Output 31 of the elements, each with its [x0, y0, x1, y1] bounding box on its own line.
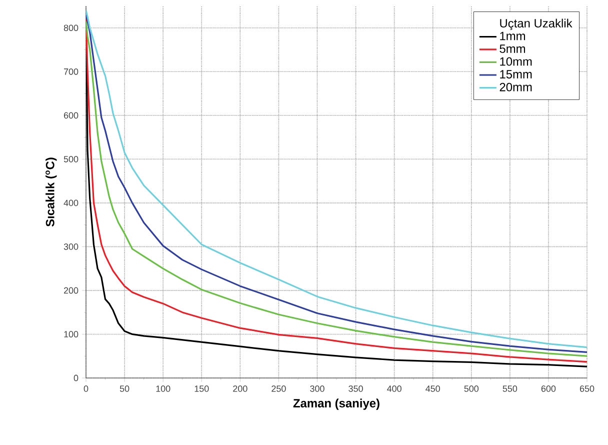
x-axis-title: Zaman (saniye): [293, 398, 380, 410]
y-tick-label: 600: [64, 112, 78, 119]
x-tick-label: 100: [156, 385, 170, 392]
x-tick-label: 200: [233, 385, 248, 392]
y-tick-label: 100: [64, 331, 78, 338]
y-tick-label: 0: [74, 374, 78, 382]
x-tick-label: 300: [310, 385, 324, 392]
legend-label: 1mm: [500, 32, 526, 40]
y-tick-label: 500: [64, 156, 78, 162]
x-tick-label: 450: [426, 385, 440, 392]
x-tick-label: 650: [580, 385, 594, 392]
y-axis-title: Sıcaklık ($^{o}$C): [46, 158, 57, 227]
x-tick-label: 250: [272, 385, 286, 392]
x-tick-label: 500: [464, 385, 479, 392]
y-tick-label: 200: [64, 287, 78, 294]
y-tick-label: 700: [64, 68, 78, 75]
x-tick-label: 50: [120, 385, 130, 392]
x-tick-label: 150: [194, 385, 209, 392]
legend-label: 15mm: [500, 70, 532, 78]
y-tick-label: 400: [64, 200, 78, 206]
legend-label: 20mm: [500, 82, 532, 92]
legend-label: 10mm: [500, 57, 532, 66]
y-tick-label: 800: [64, 24, 78, 32]
x-tick-label: 400: [387, 385, 402, 392]
x-tick-label: 550: [502, 385, 518, 392]
legend-title: Uçtan Uzaklik: [500, 18, 572, 30]
x-tick-label: 0: [84, 385, 88, 392]
x-tick-label: 350: [348, 385, 363, 392]
legend-label: 5mm: [500, 44, 526, 53]
y-tick-label: 300: [64, 244, 78, 250]
x-tick-label: 600: [541, 385, 556, 392]
